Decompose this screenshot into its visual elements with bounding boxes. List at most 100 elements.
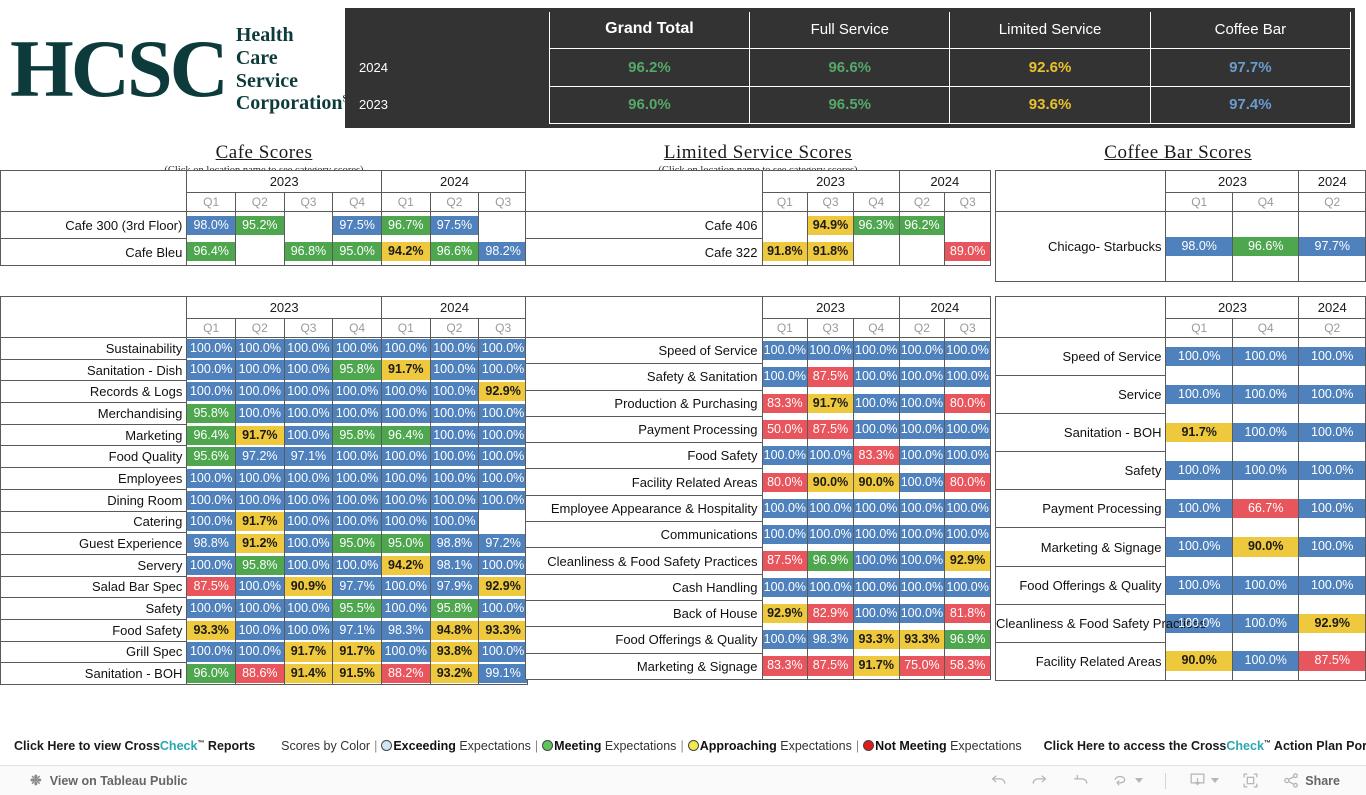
limited-category-row-label[interactable]: Employee Appearance & Hospitality — [525, 494, 763, 523]
cafe-category-row-label[interactable]: Safety — [0, 597, 188, 620]
cafe-category-row-label[interactable]: Catering — [0, 510, 188, 534]
limited-category-score-chip: 92.9% — [945, 551, 990, 571]
coffee-category-row-label[interactable]: Payment Processing — [994, 489, 1167, 529]
cafe-category-cell: 100.0% — [478, 467, 528, 490]
cafe-category-row-label[interactable]: Food Safety — [0, 618, 188, 642]
limited-category-row-label[interactable]: Communications — [525, 521, 763, 549]
coffee-category-cell: 100.0% — [1165, 527, 1233, 567]
redo-icon[interactable] — [1030, 771, 1049, 790]
fullscreen-icon[interactable] — [1241, 771, 1260, 790]
logo-word-corporation: CorporationSM — [236, 92, 356, 115]
cafe-category-row-label[interactable]: Dining Room — [0, 488, 188, 512]
coffee-location-row-label[interactable]: Chicago- Starbucks — [994, 211, 1167, 282]
legend-divider-4: | — [855, 739, 860, 753]
undo-icon[interactable] — [989, 771, 1008, 790]
limited-category-row-label[interactable]: Food Offerings & Quality — [525, 626, 763, 654]
cafe-location-row-label[interactable]: Cafe 300 (3rd Floor) — [0, 211, 188, 239]
coffee-category-row-label[interactable]: Food Offerings & Quality — [994, 565, 1167, 605]
limited-category-score-chip: 93.3% — [899, 630, 945, 650]
view-on-tableau-public-button[interactable]: ❉ View on Tableau Public — [30, 772, 188, 789]
cafe-category-cell: 95.5% — [332, 597, 382, 620]
limited-category-cell: 82.9% — [807, 600, 854, 627]
cafe-category-score-chip: 97.9% — [430, 577, 479, 597]
coffee-category-row-label[interactable]: Cleanliness & Food Safety Practices — [994, 603, 1206, 643]
limited-location-score-chip — [763, 222, 808, 228]
cafe-category-row-label[interactable]: Employees — [0, 467, 188, 490]
cafe-category-score-chip: 95.8% — [187, 403, 235, 423]
legend-label-exceeding: Exceeding — [393, 739, 456, 753]
cafe-category-row-label[interactable]: Grill Spec — [0, 640, 188, 664]
download-icon[interactable] — [1188, 771, 1220, 790]
legend-divider-2: | — [534, 739, 539, 753]
coffee-category-row-label[interactable]: Marketing & Signage — [994, 527, 1167, 567]
limited-location-row-label[interactable]: Cafe 322 — [525, 238, 763, 266]
cafe-category-cell: 100.0% — [186, 467, 236, 490]
limited-category-cell: 83.3% — [852, 442, 900, 469]
cafe-category-score-chip: 97.2% — [235, 447, 284, 467]
refresh-chevron-down-icon[interactable] — [1135, 778, 1144, 783]
limited-category-row-label[interactable]: Facility Related Areas — [525, 468, 763, 496]
cafe-category-row-label[interactable]: Guest Experience — [0, 532, 188, 555]
cafe-category-score-chip: 100.0% — [479, 360, 527, 380]
cafe-category-cell: 98.8% — [429, 532, 480, 555]
crosscheck-reports-link[interactable]: Click Here to view CrossCheck™ Reports — [14, 739, 256, 753]
download-chevron-down-icon[interactable] — [1211, 778, 1220, 783]
cafe-location-score-chip: 96.4% — [187, 242, 235, 262]
cafe-category-row-label[interactable]: Merchandising — [0, 402, 188, 425]
coffee-category-score-chip: 100.0% — [1232, 613, 1299, 633]
cafe-category-score-chip: 100.0% — [479, 447, 527, 467]
coffee-category-row-label[interactable]: Safety — [994, 451, 1167, 491]
cafe-category-row-label[interactable]: Sanitation - BOH — [0, 662, 188, 685]
limited-category-row-label[interactable]: Food Safety — [525, 442, 763, 470]
summary-2023-limited-service: 93.6% — [949, 85, 1151, 124]
limited-category-cell: 87.5% — [807, 416, 854, 443]
limited-category-score-chip: 87.5% — [762, 551, 808, 571]
limited-category-row-label[interactable]: Production & Purchasing — [525, 389, 763, 417]
cafe-category-row-label[interactable]: Salad Bar Spec — [0, 575, 188, 599]
cafe-category-score-chip: 100.0% — [479, 468, 527, 489]
limited-location-cell: 91.8% — [807, 238, 854, 266]
cafe-category-row-label[interactable]: Marketing — [0, 423, 188, 447]
limited-category-cell: 50.0% — [761, 416, 809, 443]
refresh-icon[interactable] — [1112, 771, 1144, 790]
limited-category-cell: 100.0% — [898, 600, 946, 627]
cafe-category-row-label[interactable]: Sustainability — [0, 337, 188, 360]
limited-category-row-label[interactable]: Cleanliness & Food Safety Practices — [525, 547, 763, 575]
coffee-category-row-label[interactable]: Facility Related Areas — [994, 641, 1167, 681]
share-label: Share — [1305, 773, 1340, 788]
cafe-category-row-label[interactable]: Records & Logs — [0, 380, 188, 404]
coffee-category-row-label[interactable]: Speed of Service — [994, 336, 1167, 377]
cafe-category-cell: 100.0% — [380, 445, 431, 468]
limited-category-cell: 100.0% — [944, 442, 991, 469]
cafe-category-row-label[interactable]: Sanitation - Dish — [0, 358, 188, 382]
cafe-category-row-label[interactable]: Food Quality — [0, 445, 188, 469]
coffee-category-cell: 100.0% — [1165, 451, 1233, 490]
cafe-location-row-label[interactable]: Cafe Bleu — [0, 238, 188, 266]
cafe-category-row-label[interactable]: Servery — [0, 553, 188, 577]
cafe-category-score-chip: 91.7% — [381, 360, 430, 380]
summary-col-limited-service: Limited Service — [949, 12, 1151, 49]
limited-category-row-label[interactable]: Back of House — [525, 599, 763, 628]
cafe-category-cell: 100.0% — [332, 337, 382, 360]
limited-location-row-label[interactable]: Cafe 406 — [525, 211, 763, 239]
limited-category-score-chip: 100.0% — [853, 393, 899, 413]
cafe-location-score-chip: 97.5% — [430, 215, 479, 235]
limited-category-row-label[interactable]: Speed of Service — [525, 336, 763, 365]
limited-category-row-label[interactable]: Safety & Sanitation — [525, 363, 763, 391]
crosscheck-action-plan-link[interactable]: Click Here to access the CrossCheck™ Act… — [1043, 739, 1366, 753]
share-button[interactable]: Share — [1282, 771, 1340, 790]
coffee-category-cell: 100.0% — [1165, 604, 1233, 643]
table-row: Chicago- Starbucks 98.0% 96.6% 97.7% — [994, 211, 1366, 282]
cafe-category-cell: 100.0% — [478, 337, 528, 360]
cafe-category-score-chip: 98.8% — [430, 533, 479, 554]
limited-category-row-label[interactable]: Marketing & Signage — [525, 652, 763, 680]
limited-location-matrix: 2023 2024 Q1 Q3 Q4 Q2 Q3 Cafe 406 94.9% 96.3% 96.2… — [525, 170, 992, 266]
limited-category-cell: 100.0% — [944, 521, 991, 548]
coffee-category-row-label[interactable]: Sanitation - BOH — [994, 413, 1167, 453]
limited-category-row-label[interactable]: Cash Handling — [525, 573, 763, 601]
coffee-category-row-label[interactable]: Service — [994, 375, 1167, 415]
limited-category-row-label[interactable]: Payment Processing — [525, 415, 763, 444]
limited-category-score-chip: 81.8% — [945, 604, 990, 624]
limited-location-cell — [898, 238, 946, 266]
revert-icon[interactable] — [1071, 771, 1090, 790]
